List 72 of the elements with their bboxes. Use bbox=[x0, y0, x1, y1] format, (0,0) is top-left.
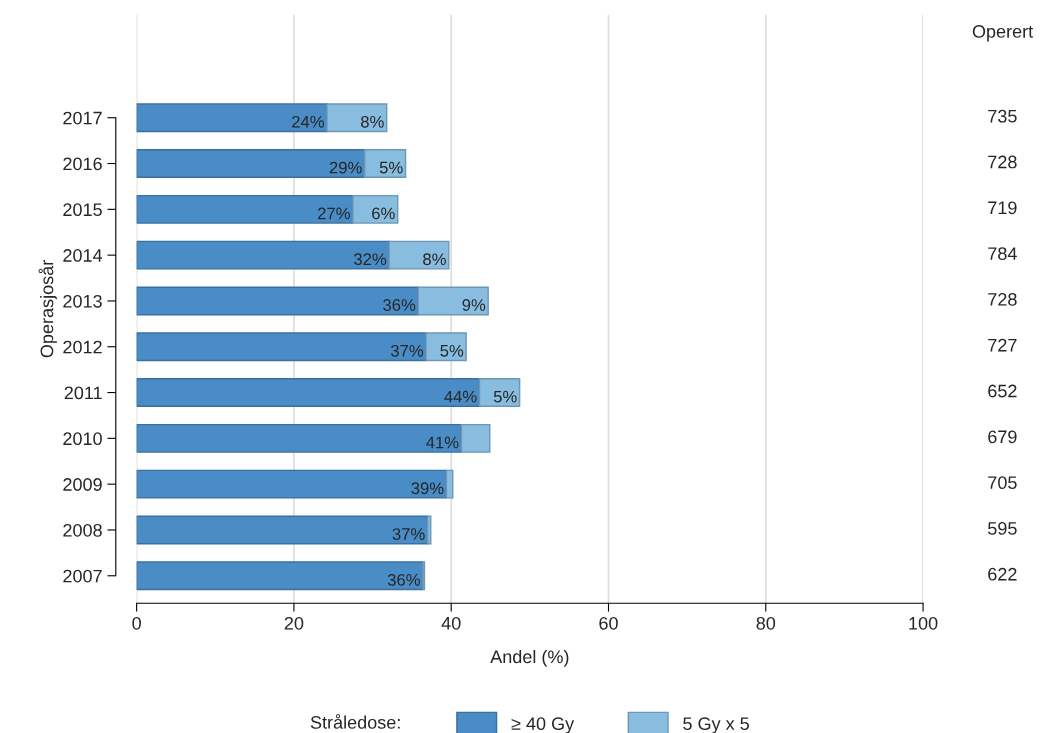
text: 727 bbox=[988, 338, 1017, 352]
bar bbox=[326, 103, 388, 133]
y-tick-label: 2012 bbox=[63, 340, 102, 354]
bar bbox=[136, 469, 448, 499]
data-label: 5% bbox=[379, 161, 403, 174]
y-tick-label: 2011 bbox=[64, 386, 102, 400]
x-tick-label: 40 bbox=[441, 616, 461, 630]
legend-label: 5 Gy x 5 bbox=[683, 717, 749, 733]
bar bbox=[136, 332, 427, 362]
y-tick-label: 2017 bbox=[63, 111, 102, 125]
x-axis-title: Andel (%) bbox=[490, 649, 569, 667]
bar bbox=[136, 515, 429, 545]
data-label: 37% bbox=[392, 528, 425, 540]
data-label: 5% bbox=[493, 390, 517, 403]
y-tick-label: 2010 bbox=[63, 432, 102, 446]
text: 735 bbox=[988, 109, 1017, 123]
bar bbox=[460, 423, 491, 453]
y-tick-label: 2014 bbox=[63, 249, 103, 262]
bar bbox=[136, 194, 354, 224]
data-label: 32% bbox=[353, 253, 387, 266]
text: 595 bbox=[988, 522, 1017, 535]
y-axis-title: Operasjosår bbox=[38, 260, 57, 358]
y-tick-label: 2009 bbox=[63, 478, 102, 491]
text: 652 bbox=[988, 384, 1017, 398]
data-label: 5% bbox=[440, 344, 464, 357]
data-label: 27% bbox=[318, 207, 350, 220]
y-tick-label: 2008 bbox=[63, 523, 102, 537]
text: 728 bbox=[988, 293, 1017, 306]
y-tick-label: 2015 bbox=[63, 203, 102, 217]
data-label: 36% bbox=[387, 573, 420, 586]
x-tick-label: 80 bbox=[756, 616, 776, 630]
data-label: 37% bbox=[390, 344, 424, 357]
data-label: 24% bbox=[292, 115, 324, 128]
y-tick-label: 2016 bbox=[63, 157, 102, 171]
x-tick-label: 60 bbox=[599, 616, 618, 630]
bar bbox=[478, 378, 521, 407]
bar bbox=[136, 103, 328, 133]
bar bbox=[364, 149, 407, 178]
bar bbox=[417, 286, 489, 316]
data-label: 8% bbox=[360, 115, 384, 128]
data-label: 6% bbox=[372, 207, 395, 220]
bar bbox=[136, 378, 481, 407]
bar bbox=[445, 469, 454, 499]
text: 719 bbox=[988, 201, 1017, 215]
legend-label: ≥ 40 Gy bbox=[511, 717, 575, 733]
data-label: 44% bbox=[444, 390, 477, 403]
data-label: 8% bbox=[423, 253, 446, 266]
legend-title: Stråledose: bbox=[310, 714, 400, 729]
data-label: 9% bbox=[462, 299, 486, 311]
text: 679 bbox=[988, 430, 1017, 444]
data-label: 41% bbox=[426, 436, 459, 449]
bar bbox=[136, 423, 463, 453]
text: Operert bbox=[972, 25, 1034, 42]
bar bbox=[425, 332, 467, 362]
bar bbox=[136, 286, 419, 316]
data-label: 29% bbox=[329, 161, 362, 174]
y-tick-label: 2007 bbox=[63, 569, 102, 583]
x-tick-label: 100 bbox=[909, 616, 938, 630]
data-label: 36% bbox=[383, 299, 416, 311]
bar bbox=[388, 240, 450, 270]
text: 784 bbox=[988, 247, 1017, 260]
bar bbox=[136, 149, 366, 178]
bar bbox=[136, 561, 424, 591]
y-tick-label: 2013 bbox=[63, 294, 102, 308]
text: 622 bbox=[988, 567, 1017, 581]
bar bbox=[136, 240, 390, 270]
data-label: 39% bbox=[411, 482, 444, 495]
x-tick-label: 0 bbox=[132, 616, 141, 630]
text: 728 bbox=[988, 155, 1017, 169]
text: 705 bbox=[988, 476, 1017, 490]
x-tick-label: 20 bbox=[284, 616, 304, 630]
bar bbox=[352, 194, 399, 224]
